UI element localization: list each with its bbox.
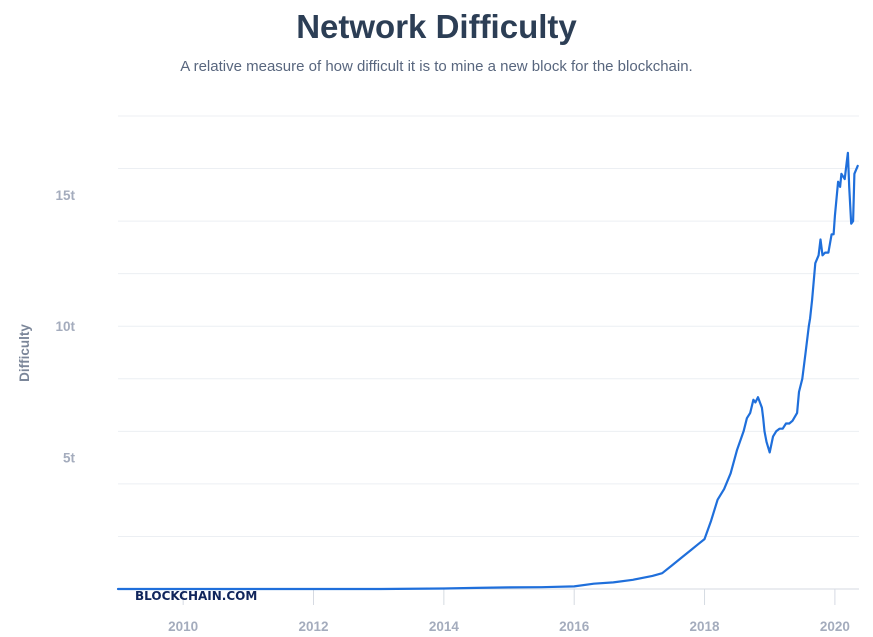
y-axis: 5t 10t 15t: [55, 188, 75, 466]
x-axis: 2010 2012 2014 2016 2018 2020: [168, 589, 850, 634]
x-tick-label: 2016: [559, 619, 590, 634]
grid-lines: [118, 115, 859, 590]
x-tick-label: 2020: [820, 619, 850, 634]
chart-subtitle: A relative measure of how difficult it i…: [180, 58, 693, 75]
y-tick-label: 10t: [55, 319, 75, 334]
y-tick-label: 5t: [63, 451, 76, 466]
difficulty-line: [116, 151, 859, 591]
x-tick-label: 2014: [429, 619, 460, 634]
x-tick-label: 2018: [690, 619, 721, 634]
chart-title: Network Difficulty: [296, 8, 577, 45]
x-tick-label: 2010: [168, 619, 198, 634]
y-tick-label: 15t: [55, 188, 75, 203]
blockchain-watermark: BLOCKCHAIN.COM: [135, 589, 257, 603]
y-axis-label: Difficulty: [17, 324, 32, 382]
x-tick-label: 2012: [298, 619, 328, 634]
